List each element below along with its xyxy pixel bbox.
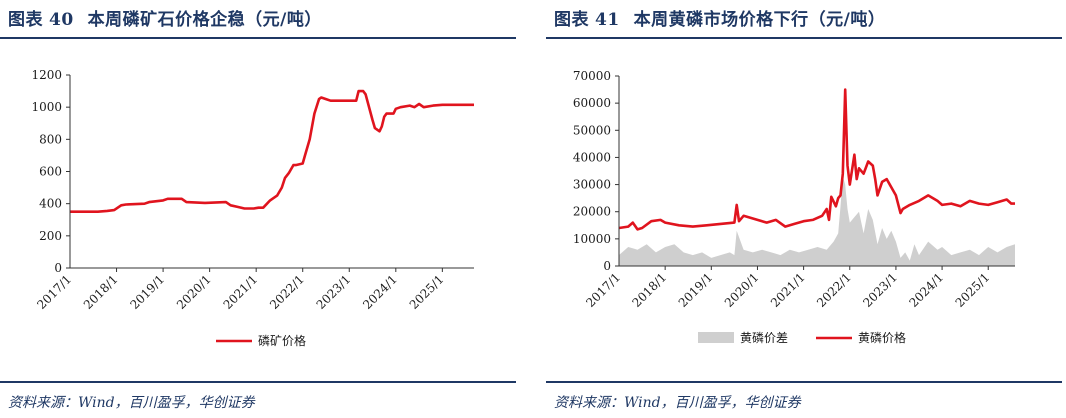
right-y-tick-label: 0 (603, 259, 611, 273)
left-chart-title: 图表 40 本周磷矿石价格企稳（元/吨） (8, 10, 322, 30)
right-y-tick-label: 70000 (573, 69, 611, 83)
left-y-tick-label: 1200 (31, 68, 62, 82)
left-title-rule (0, 37, 516, 39)
right-source-note: 资料来源：Wind，百川盈孚，华创证券 (554, 395, 801, 411)
right-legend-swatch-area (698, 332, 734, 343)
right-y-tick-label: 50000 (573, 123, 611, 137)
right-chart-svg: 0 10000 20000 30000 40000 50000 60000 70000 2017… (573, 69, 1015, 345)
right-legend-label: 黄磷价差 (740, 330, 788, 345)
right-x-tick-label: 2018/1 (630, 270, 670, 310)
left-y-tick-label: 1000 (31, 100, 62, 114)
left-x-tick-label: 2020/1 (174, 272, 214, 312)
right-x-tick-label: 2019/1 (676, 270, 716, 310)
right-chart-title: 图表 41 本周黄磷市场价格下行（元/吨） (554, 10, 886, 30)
left-series-line-0 (70, 89, 474, 213)
right-series-line-1 (618, 88, 1015, 231)
left-y-tick-label: 0 (54, 261, 62, 275)
left-legend-label: 磷矿价格 (258, 333, 306, 348)
right-x-tick-label: 2023/1 (860, 270, 900, 310)
right-x-tick-label: 2022/1 (814, 270, 854, 310)
left-x-tick-label: 2024/1 (360, 272, 400, 312)
right-x-tick-label: 2025/1 (953, 270, 993, 310)
left-y-tick-label: 200 (39, 229, 62, 243)
right-y-tick-label: 10000 (573, 232, 611, 246)
right-source-rule (546, 381, 1062, 383)
right-y-tick-label: 40000 (573, 150, 611, 164)
right-x-tick-label: 2021/1 (768, 270, 808, 310)
right-title-rule (546, 37, 1062, 39)
left-x-tick-label: 2023/1 (314, 272, 354, 312)
left-x-tick-label: 2017/1 (34, 272, 74, 312)
left-x-tick-label: 2018/1 (81, 272, 121, 312)
left-chart-panel: 图表 40 本周磷矿石价格企稳（元/吨） 0 200 400 600 800 1000 1200… (0, 0, 520, 418)
right-chart-panel: 图表 41 本周黄磷市场价格下行（元/吨） 0 10000 20000 30000 4000… (546, 0, 1066, 418)
left-x-tick-label: 2019/1 (127, 272, 167, 312)
left-y-tick-label: 400 (39, 197, 62, 211)
right-x-tick-label: 2017/1 (583, 270, 623, 310)
right-y-tick-label: 20000 (573, 205, 611, 219)
right-legend-label: 黄磷价格 (858, 330, 906, 345)
right-y-tick-label: 30000 (573, 178, 611, 192)
left-x-tick-label: 2025/1 (407, 272, 447, 312)
right-series-area-0 (619, 176, 1015, 266)
right-x-tick-label: 2020/1 (722, 270, 762, 310)
left-x-tick-label: 2021/1 (221, 272, 261, 312)
left-source-note: 资料来源：Wind，百川盈孚，华创证券 (8, 395, 255, 411)
left-y-tick-label: 600 (39, 165, 62, 179)
left-source-rule (0, 381, 516, 383)
left-x-tick-label: 2022/1 (267, 272, 307, 312)
right-x-tick-label: 2024/1 (906, 270, 946, 310)
left-y-tick-label: 800 (39, 132, 62, 146)
right-y-tick-label: 60000 (573, 96, 611, 110)
